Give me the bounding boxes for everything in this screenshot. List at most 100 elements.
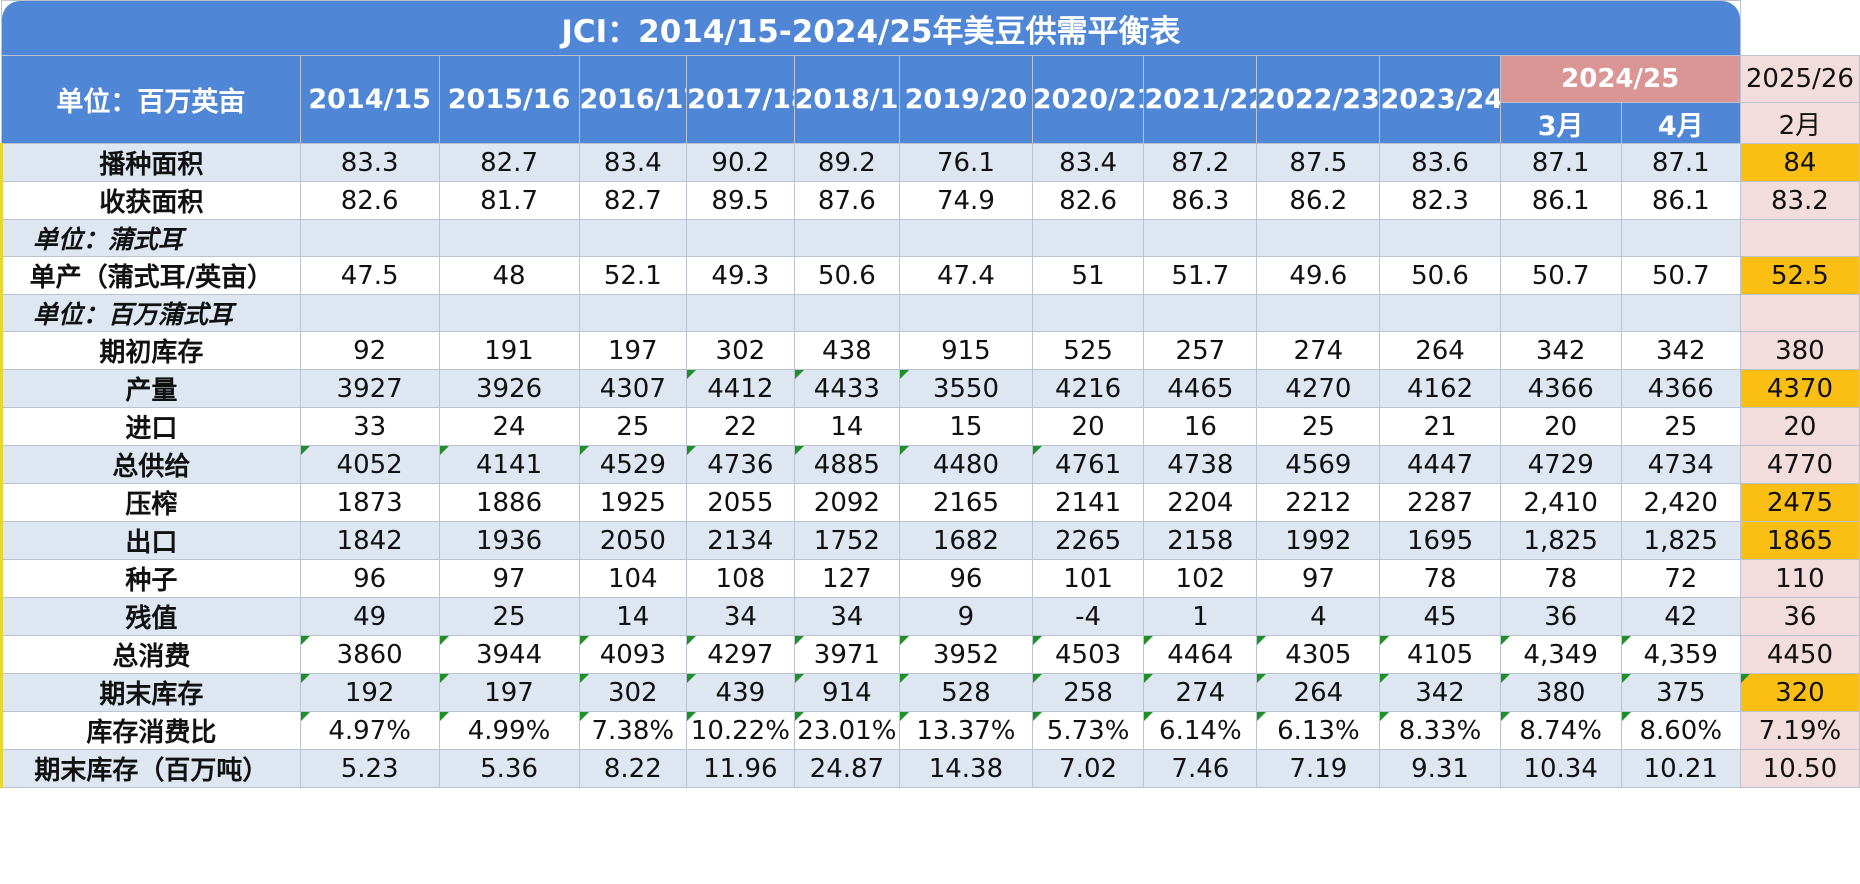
row-label: 库存消费比	[0, 711, 301, 750]
table-cell: 42	[1620, 597, 1741, 636]
table-cell: 89.5	[686, 181, 795, 220]
table-cell: 4433	[793, 369, 901, 408]
year-header: 2016/17	[578, 55, 688, 144]
table-cell: 2092	[793, 483, 901, 522]
table-row: 库存消费比 4.97% 4.99% 7.38% 10.22% 23.01% 13.37% 5.…	[0, 711, 1860, 750]
table-cell: 87.1	[1620, 143, 1741, 182]
table-cell: 36	[1499, 597, 1622, 636]
year-header-2025-26: 2025/26	[1739, 55, 1860, 103]
table-cell: 33	[299, 407, 440, 446]
table-cell: 9	[899, 597, 1033, 636]
year-header-2024-25: 2024/25	[1499, 55, 1741, 103]
table-row: 进口 33 24 25 22 14 15 20 16 25 21 20 25 20	[0, 407, 1860, 446]
empty-cell	[1620, 294, 1741, 332]
table-cell: 4305	[1256, 635, 1381, 674]
table-cell: 1,825	[1499, 521, 1622, 560]
empty-cell	[1379, 294, 1501, 332]
empty-cell	[1256, 219, 1381, 257]
table-cell: 1695	[1379, 521, 1501, 560]
table-cell: 25	[1256, 407, 1381, 446]
table-cell: 197	[578, 331, 688, 370]
title-row: JCI：2014/15-2024/25年美豆供需平衡表	[1, 0, 1860, 56]
month-header-march: 3月	[1499, 102, 1622, 144]
table-cell: 83.4	[1031, 143, 1145, 182]
table-cell: 82.3	[1379, 181, 1501, 220]
empty-cell	[578, 219, 688, 257]
year-header: 2020/21	[1031, 55, 1145, 144]
table-cell: 2158	[1143, 521, 1258, 560]
table-cell: 49.3	[686, 256, 795, 295]
row-label: 产量	[0, 369, 301, 408]
table-row: 总供给 4052 4141 4529 4736 4885 4480 4761 4738 4569 4…	[0, 445, 1860, 484]
table-cell: 2141	[1031, 483, 1145, 522]
table-cell: 47.5	[299, 256, 440, 295]
table-cell: 191	[438, 331, 580, 370]
table-cell: 258	[1031, 673, 1145, 712]
table-cell: 52.5	[1739, 256, 1860, 295]
empty-cell	[686, 294, 795, 332]
table-cell: 4569	[1256, 445, 1381, 484]
table-cell: 127	[793, 559, 901, 598]
row-label: 出口	[0, 521, 301, 560]
table-cell: 20	[1031, 407, 1145, 446]
year-header: 2021/22	[1143, 55, 1258, 144]
table-row: 产量 3927 3926 4307 4412 4433 3550 4216 4465 4270 41…	[0, 369, 1860, 408]
empty-cell	[899, 219, 1033, 257]
table-cell: 4	[1256, 597, 1381, 636]
table-cell: 4480	[899, 445, 1033, 484]
empty-cell	[1256, 294, 1381, 332]
table-cell: 45	[1379, 597, 1501, 636]
table-cell: 2,410	[1499, 483, 1622, 522]
table-cell: 4162	[1379, 369, 1501, 408]
table-cell: 1	[1143, 597, 1258, 636]
table-cell: 4.97%	[299, 711, 440, 750]
table-cell: 96	[299, 559, 440, 598]
row-label: 残值	[0, 597, 301, 636]
table-cell: 20	[1739, 407, 1860, 446]
table-cell: 4465	[1143, 369, 1258, 408]
table-cell: 3860	[299, 635, 440, 674]
table-cell: 4052	[299, 445, 440, 484]
row-label: 单产（蒲式耳/英亩）	[0, 256, 301, 295]
table-cell: 3971	[793, 635, 901, 674]
table-cell: 82.6	[1031, 181, 1145, 220]
table-cell: 101	[1031, 559, 1145, 598]
table-cell: 4366	[1499, 369, 1622, 408]
month-header-february: 2月	[1739, 102, 1860, 144]
table-cell: 1992	[1256, 521, 1381, 560]
unit-header: 单位：百万英亩	[1, 55, 301, 144]
table-cell: 25	[578, 407, 688, 446]
year-header: 2019/20	[899, 55, 1033, 144]
table-cell: 50.7	[1620, 256, 1741, 295]
header-row-1: 单位：百万英亩 2014/15 2015/16 2016/17 2017/18 …	[1, 55, 1860, 144]
table-cell: 1682	[899, 521, 1033, 560]
table-cell: 4.99%	[438, 711, 580, 750]
row-label: 期初库存	[0, 331, 301, 370]
table-row: 总消费 3860 3944 4093 4297 3971 3952 4503 4464 4305 4…	[0, 635, 1860, 674]
table-cell: 4761	[1031, 445, 1145, 484]
table-cell: 342	[1620, 331, 1741, 370]
empty-cell	[578, 294, 688, 332]
table-cell: 81.7	[438, 181, 580, 220]
table-cell: 1936	[438, 521, 580, 560]
table-cell: 24.87	[793, 749, 901, 788]
empty-cell	[438, 219, 580, 257]
table-row: 单位：蒲式耳	[0, 219, 1860, 257]
row-label: 压榨	[0, 483, 301, 522]
table-cell: 375	[1620, 673, 1741, 712]
table-cell: 82.7	[578, 181, 688, 220]
table-cell: 320	[1739, 673, 1860, 712]
table-cell: 4141	[438, 445, 580, 484]
table-cell: 3952	[899, 635, 1033, 674]
table-cell: 87.1	[1499, 143, 1622, 182]
table-cell: 108	[686, 559, 795, 598]
table-cell: 10.34	[1499, 749, 1622, 788]
empty-cell	[793, 294, 901, 332]
table-cell: 4366	[1620, 369, 1741, 408]
table-row: 残值 49 25 14 34 34 9 -4 1 4 45 36 42 36	[0, 597, 1860, 636]
table-cell: 10.22%	[686, 711, 795, 750]
table-cell: 4297	[686, 635, 795, 674]
table-cell: 5.36	[438, 749, 580, 788]
table-cell: 264	[1379, 331, 1501, 370]
table-cell: 74.9	[899, 181, 1033, 220]
